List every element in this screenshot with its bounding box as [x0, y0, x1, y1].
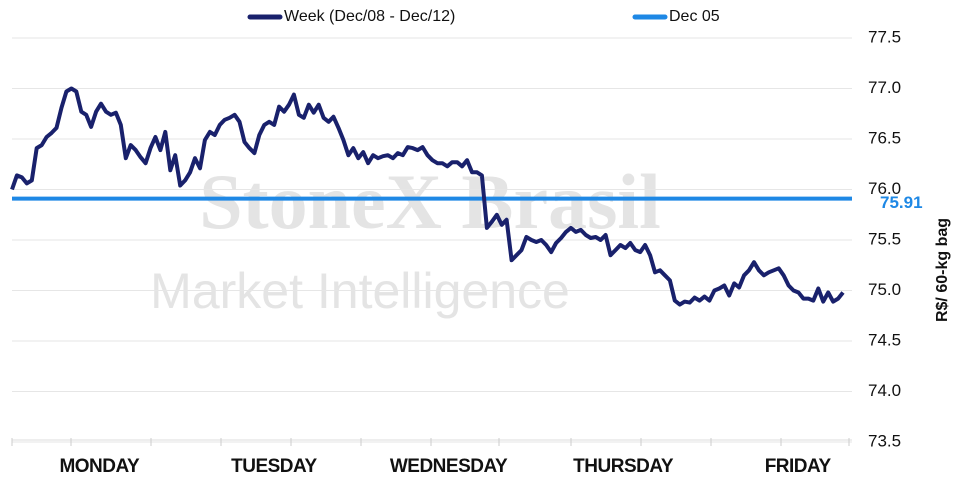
- y-tick-label: 77.0: [868, 78, 901, 97]
- y-tick-label: 74.0: [868, 381, 901, 400]
- y-tick-label: 75.5: [868, 229, 901, 248]
- price-line: [10, 86, 845, 307]
- y-tick-label: 76.5: [868, 128, 901, 147]
- reference-label: 75.91: [880, 193, 923, 212]
- y-tick-label: 75.0: [868, 280, 901, 299]
- x-tick-label: THURSDAY: [573, 456, 674, 477]
- x-tick-label: FRIDAY: [765, 456, 832, 477]
- y-axis-label: R$/ 60-kg bag: [934, 218, 951, 322]
- x-tick-label: WEDNESDAY: [390, 456, 508, 477]
- y-tick-label: 73.5: [868, 431, 901, 450]
- y-tick-label: 77.5: [868, 27, 901, 46]
- watermark: Market Intelligence: [150, 263, 570, 319]
- legend-label: Dec 05: [669, 8, 720, 25]
- y-tick-label: 74.5: [868, 330, 901, 349]
- watermark: StoneX Brasil: [199, 158, 661, 245]
- legend-label: Week (Dec/08 - Dec/12): [284, 8, 455, 25]
- x-tick-label: MONDAY: [59, 456, 140, 477]
- y-tick-label: 76.0: [868, 179, 901, 198]
- x-tick-label: TUESDAY: [231, 456, 317, 477]
